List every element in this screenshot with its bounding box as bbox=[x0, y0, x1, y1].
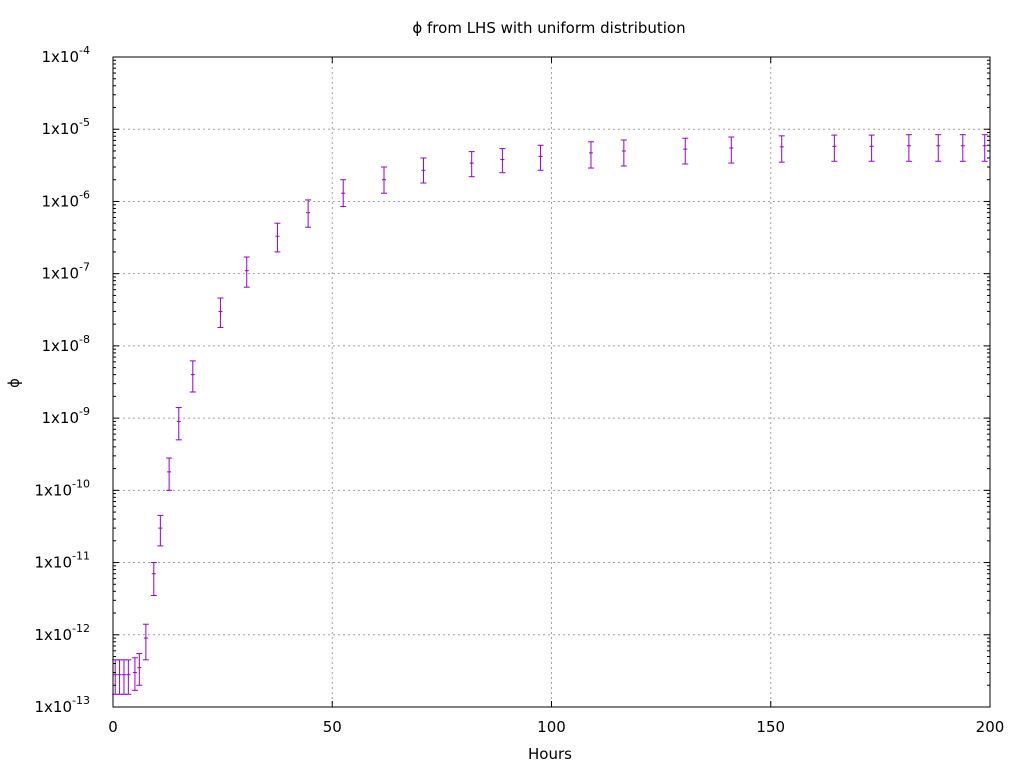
errorbar-point bbox=[150, 562, 157, 596]
y-tick-exponent: -6 bbox=[79, 188, 90, 201]
y-tick-base: 1x10 bbox=[35, 554, 73, 572]
errorbar-point bbox=[305, 199, 312, 228]
errorbar-point bbox=[981, 134, 988, 162]
y-tick-base: 1x10 bbox=[42, 192, 80, 210]
y-tick-exponent: -7 bbox=[79, 261, 90, 274]
grid-lines bbox=[113, 57, 990, 707]
y-axis-label: ϕ bbox=[5, 378, 23, 388]
errorbar-point bbox=[537, 144, 544, 171]
errorbar-point bbox=[499, 148, 506, 174]
y-tick-label: 1x10-7 bbox=[42, 261, 90, 283]
y-tick-label: 1x10-12 bbox=[35, 622, 90, 644]
errorbar-point bbox=[905, 134, 912, 162]
errorbar-point bbox=[131, 657, 138, 691]
errorbar-point bbox=[166, 457, 173, 491]
y-tick-label: 1x10-9 bbox=[42, 405, 90, 427]
errorbar-point bbox=[175, 407, 182, 441]
errorbar-point bbox=[243, 256, 250, 288]
y-tick-base: 1x10 bbox=[35, 698, 73, 716]
errorbar-point bbox=[959, 134, 966, 162]
y-tick-label: 1x10-4 bbox=[42, 44, 90, 66]
errorbar-point bbox=[125, 659, 132, 695]
errorbar-point bbox=[468, 151, 475, 178]
y-tick-exponent: -4 bbox=[79, 44, 90, 57]
errorbar-point bbox=[120, 659, 127, 695]
errorbar-point bbox=[274, 222, 281, 253]
errorbar-point bbox=[587, 141, 594, 169]
errorbar-point bbox=[189, 360, 196, 393]
errorbar-point bbox=[136, 653, 143, 686]
y-tick-label: 1x10-10 bbox=[35, 477, 90, 499]
errorbar-point bbox=[420, 157, 427, 184]
y-tick-label: 1x10-6 bbox=[42, 188, 90, 210]
errorbar-point bbox=[157, 514, 164, 547]
y-tick-exponent: -9 bbox=[79, 405, 90, 418]
errorbar-point bbox=[935, 134, 942, 162]
errorbar-point bbox=[682, 137, 689, 165]
x-axis-label: Hours bbox=[528, 745, 572, 763]
errorbar-point bbox=[868, 134, 875, 162]
y-tick-base: 1x10 bbox=[35, 481, 73, 499]
y-tick-exponent: -10 bbox=[72, 477, 90, 490]
axis-ticks bbox=[112, 56, 991, 708]
errorbar-point bbox=[728, 136, 735, 164]
errorbar-point bbox=[142, 623, 149, 661]
y-tick-base: 1x10 bbox=[42, 337, 80, 355]
x-tick-label: 150 bbox=[756, 718, 785, 736]
errorbar-point bbox=[340, 179, 347, 208]
errorbar-point bbox=[380, 166, 387, 194]
y-tick-label: 1x10-8 bbox=[42, 333, 90, 355]
y-tick-base: 1x10 bbox=[35, 626, 73, 644]
chart-title: ϕ from LHS with uniform distribution bbox=[412, 19, 685, 37]
errorbar-point bbox=[620, 139, 627, 167]
y-tick-exponent: -12 bbox=[72, 622, 90, 635]
x-tick-label: 0 bbox=[108, 718, 118, 736]
errorbar-point bbox=[217, 297, 224, 328]
y-tick-label: 1x10-11 bbox=[35, 550, 90, 572]
y-tick-exponent: -8 bbox=[79, 333, 90, 346]
errorbar-point bbox=[116, 659, 123, 695]
y-tick-label: 1x10-13 bbox=[35, 694, 90, 716]
errorbar-point bbox=[831, 134, 838, 162]
series-errorbars bbox=[112, 134, 988, 695]
errorbar-point bbox=[778, 135, 785, 163]
y-tick-exponent: -5 bbox=[79, 116, 90, 129]
y-tick-base: 1x10 bbox=[42, 120, 80, 138]
y-tick-label: 1x10-5 bbox=[42, 116, 90, 138]
y-tick-base: 1x10 bbox=[42, 265, 80, 283]
x-tick-label: 200 bbox=[976, 718, 1005, 736]
y-tick-exponent: -13 bbox=[72, 694, 90, 707]
tick-labels: 1x10-131x10-121x10-111x10-101x10-91x10-8… bbox=[35, 44, 1005, 736]
x-tick-label: 100 bbox=[537, 718, 566, 736]
x-tick-label: 50 bbox=[323, 718, 342, 736]
y-tick-base: 1x10 bbox=[42, 409, 80, 427]
y-tick-exponent: -11 bbox=[72, 550, 90, 563]
y-tick-base: 1x10 bbox=[42, 48, 80, 66]
